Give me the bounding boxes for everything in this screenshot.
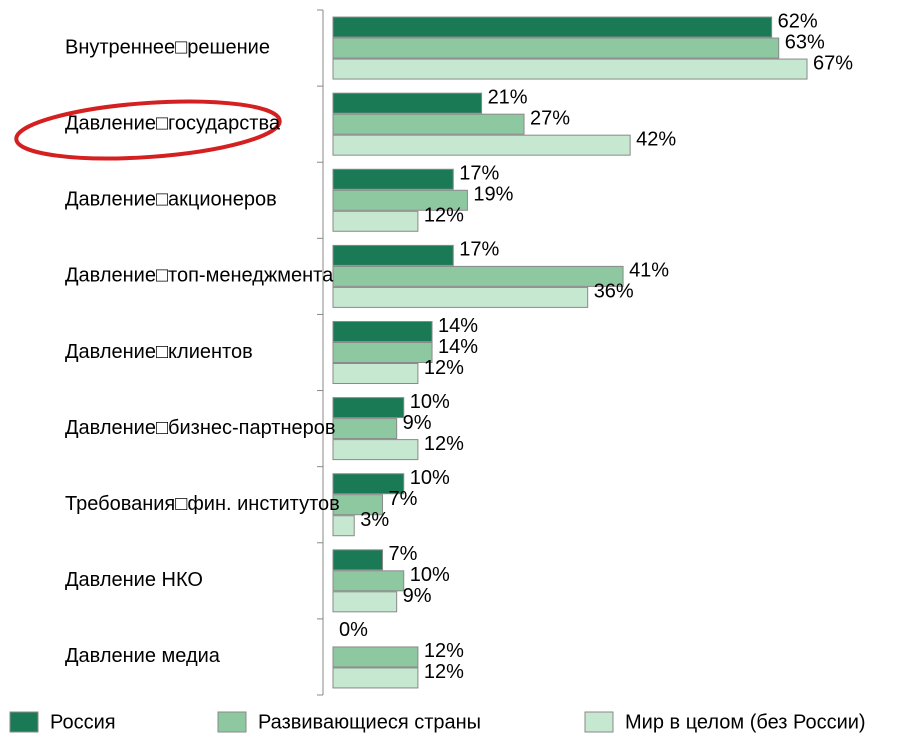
bar [332,549,384,571]
value-label: 12% [424,357,464,379]
value-label: 14% [438,336,478,358]
category-label: Давление медиа [65,645,221,667]
legend-label: Развивающиеся страны [258,711,481,733]
bar [332,570,405,592]
bar [332,515,355,537]
bar [332,473,405,495]
value-label: 17% [459,239,499,261]
bar [332,418,398,440]
value-label: 9% [403,585,432,607]
value-label: 12% [424,433,464,455]
bar [332,321,433,342]
value-label: 17% [459,163,499,185]
legend-swatch [217,711,247,733]
bar [332,494,384,516]
value-label: 67% [813,52,853,74]
category-label: Давление□государства [65,112,281,134]
value-label: 3% [360,509,389,531]
bar [332,667,419,689]
value-label: 12% [424,205,464,227]
bar [332,244,454,266]
bar [332,134,631,156]
bar [332,397,405,419]
value-label: 7% [389,543,418,565]
category-label: Требования□фин. институтов [65,493,340,515]
bar [332,37,780,59]
value-label: 10% [410,467,450,489]
bar [332,210,419,232]
category-label: Давление□бизнес-партнеров [65,417,336,439]
bar [332,286,589,308]
legend-label: Россия [50,711,116,733]
value-label: 7% [389,488,418,510]
bar [332,342,433,363]
value-label: 41% [629,260,669,282]
value-label: 12% [424,640,464,662]
category-label: Давление□клиентов [65,341,253,363]
value-label: 10% [410,391,450,413]
legend-swatch [584,711,614,733]
highlight-ellipse [14,99,282,161]
bar [332,646,419,668]
value-label: 9% [403,412,432,434]
bar [332,439,419,461]
bar [332,113,525,135]
bar [332,16,773,38]
bar [332,591,398,613]
legend-swatch [9,711,39,733]
category-label: Внутреннее□решение [65,36,270,58]
category-label: Давление□акционеров [65,189,277,211]
bar [332,265,624,287]
value-label: 19% [473,184,513,206]
value-label: 63% [785,31,825,53]
value-label: 62% [778,10,818,32]
bar [332,189,468,211]
bar [332,92,483,114]
value-label: 12% [424,661,464,683]
bar [332,168,454,190]
value-label: 0% [339,619,368,641]
value-label: 27% [530,107,570,129]
bar [332,363,419,384]
value-label: 21% [488,86,528,108]
bar [332,58,808,80]
category-label: Давление НКО [65,569,203,591]
legend-label: Мир в целом (без России) [625,711,866,733]
category-label: Давление□топ-менеджмента [65,265,334,287]
value-label: 10% [410,564,450,586]
value-label: 42% [636,128,676,150]
value-label: 36% [594,281,634,303]
value-label: 14% [438,315,478,337]
